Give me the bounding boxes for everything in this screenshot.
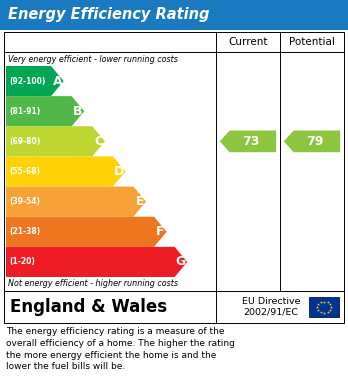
Polygon shape bbox=[6, 126, 105, 156]
Text: 79: 79 bbox=[306, 135, 324, 148]
Text: C: C bbox=[94, 135, 103, 148]
Text: (81-91): (81-91) bbox=[9, 107, 40, 116]
Text: Current: Current bbox=[228, 37, 268, 47]
Text: E: E bbox=[135, 195, 144, 208]
Text: B: B bbox=[73, 105, 83, 118]
Text: D: D bbox=[114, 165, 124, 178]
Text: Very energy efficient - lower running costs: Very energy efficient - lower running co… bbox=[8, 54, 178, 63]
Text: (39-54): (39-54) bbox=[9, 197, 40, 206]
Polygon shape bbox=[6, 247, 187, 277]
Text: EU Directive
2002/91/EC: EU Directive 2002/91/EC bbox=[242, 297, 300, 317]
Text: The energy efficiency rating is a measure of the
overall efficiency of a home. T: The energy efficiency rating is a measur… bbox=[6, 327, 235, 371]
Polygon shape bbox=[6, 156, 126, 187]
Polygon shape bbox=[284, 131, 340, 152]
Text: (21-38): (21-38) bbox=[9, 227, 40, 236]
Text: England & Wales: England & Wales bbox=[10, 298, 167, 316]
Bar bbox=[0, 0, 348, 30]
Polygon shape bbox=[6, 96, 84, 126]
Polygon shape bbox=[6, 217, 167, 247]
Polygon shape bbox=[6, 66, 64, 96]
Polygon shape bbox=[6, 187, 146, 217]
Polygon shape bbox=[220, 131, 276, 152]
Text: Potential: Potential bbox=[289, 37, 335, 47]
Text: (55-68): (55-68) bbox=[9, 167, 40, 176]
Bar bbox=[309, 297, 339, 317]
Text: F: F bbox=[156, 225, 165, 238]
Text: G: G bbox=[176, 255, 186, 269]
Text: A: A bbox=[53, 75, 62, 88]
Text: (1-20): (1-20) bbox=[9, 257, 35, 266]
Bar bbox=[4, 291, 344, 323]
Text: (92-100): (92-100) bbox=[9, 77, 45, 86]
Text: Energy Efficiency Rating: Energy Efficiency Rating bbox=[8, 7, 209, 23]
Text: (69-80): (69-80) bbox=[9, 137, 40, 146]
Bar bbox=[4, 32, 344, 291]
Text: 73: 73 bbox=[242, 135, 260, 148]
Text: Not energy efficient - higher running costs: Not energy efficient - higher running co… bbox=[8, 280, 178, 289]
